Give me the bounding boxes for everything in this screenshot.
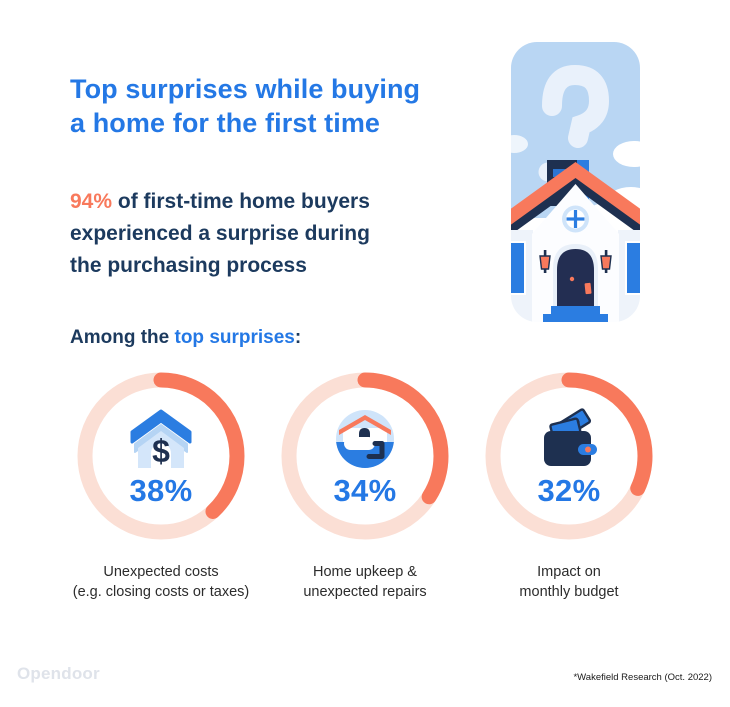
among-colon: :: [294, 327, 302, 348]
paint-roller-icon: [336, 410, 394, 468]
donut-content: 32%: [485, 372, 653, 540]
door-knob: [569, 276, 575, 282]
donut-chart-unexpected-costs: $ 38%: [77, 372, 245, 540]
among-highlight: top surprises: [174, 327, 295, 348]
page-title: Top surprises while buying a home for th…: [70, 72, 420, 140]
donut-ring: [77, 372, 245, 540]
stat-line-3: the purchasing process: [70, 254, 307, 277]
stat-line-1: 94% of first-time home buyers: [70, 186, 370, 218]
surprise-card-monthly-budget: 32% Impact on monthly budget: [485, 372, 653, 602]
mail-slot: [584, 282, 592, 295]
donut-label-monthly-budget: Impact on monthly budget: [519, 564, 619, 600]
side-walls: [511, 230, 640, 322]
donut-content: $ 38%: [77, 372, 245, 540]
surprise-card-unexpected-costs: $ 38% Unexpected costs (e.g. closing cos…: [73, 372, 249, 602]
svg-text:$: $: [152, 433, 170, 469]
front-door: [553, 244, 598, 310]
source-footnote: *Wakefield Research (Oct. 2022): [573, 672, 712, 683]
donut-chart-monthly-budget: 32%: [485, 372, 653, 540]
donut-label-home-upkeep: Home upkeep & unexpected repairs: [303, 564, 427, 600]
right-lantern: [600, 250, 612, 273]
donut-percent: 38%: [129, 473, 193, 508]
door-steps: [543, 306, 608, 322]
section-heading: Among the top surprises:: [70, 327, 301, 349]
house-dollar-icon: $: [130, 409, 192, 469]
title-line-1: Top surprises while buying: [70, 74, 421, 104]
headline-stat: 94% of first-time home buyers experience…: [70, 186, 370, 282]
stat-line-2: experienced a surprise during: [70, 222, 370, 245]
clasp-button: [585, 446, 591, 453]
stat-line-1-rest: of first-time home buyers: [112, 190, 370, 213]
donut-row: $ 38% Unexpected costs (e.g. closing cos…: [0, 372, 730, 602]
left-window: [511, 241, 526, 295]
donut-chart-home-upkeep: 34%: [281, 372, 449, 540]
stat-highlight: 94%: [70, 190, 113, 213]
donut-ring: [485, 372, 653, 540]
donut-label-unexpected-costs: Unexpected costs (e.g. closing costs or …: [72, 564, 250, 600]
surprise-card-home-upkeep: 34% Home upkeep & unexpected repairs: [281, 372, 449, 602]
among-prefix: Among the: [70, 327, 175, 348]
opendoor-logo: Opendoor: [17, 664, 100, 683]
title-line-2: a home for the first time: [70, 108, 381, 138]
donut-percent: 32%: [537, 473, 601, 508]
right-window: [625, 241, 640, 295]
house-illustration: [511, 42, 640, 322]
donut-percent: 34%: [333, 473, 397, 508]
donut-content: 34%: [281, 372, 449, 540]
wallet-body: [544, 431, 591, 466]
wallet-icon: [544, 408, 597, 466]
donut-ring: [281, 372, 449, 540]
left-lantern: [539, 250, 551, 273]
round-window: [562, 205, 589, 233]
